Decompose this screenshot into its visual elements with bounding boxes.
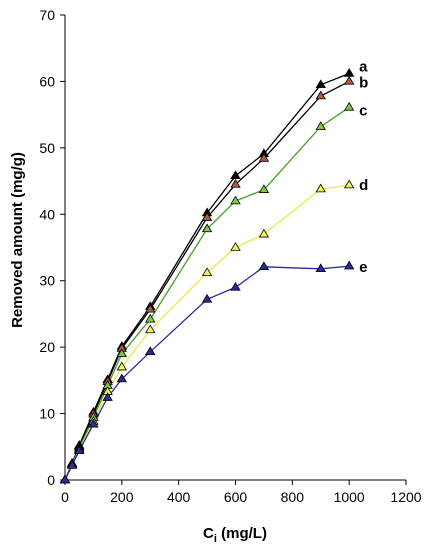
series-b-line	[64, 80, 350, 481]
series-e-point	[102, 392, 113, 401]
x-axis-title-main: C	[203, 525, 214, 542]
y-tick-label: 0	[47, 472, 55, 488]
series-a-label: a	[359, 58, 368, 75]
series-e-point	[230, 281, 241, 291]
x-axis-title: Ci (mg/L)	[203, 525, 267, 545]
series-e-point	[258, 261, 270, 271]
series-d-point	[116, 361, 128, 371]
series-b-point	[145, 303, 156, 313]
series-e-point	[116, 373, 128, 383]
x-tick-label: 400	[167, 489, 191, 505]
series-b-point	[201, 212, 213, 221]
series-a-line	[64, 72, 350, 481]
x-tick-label: 1000	[334, 489, 365, 505]
y-tick-label: 70	[39, 7, 55, 23]
series-a-point	[343, 68, 355, 77]
x-axis-title-unit: (mg/L)	[217, 525, 267, 542]
series-c-point	[343, 101, 355, 111]
series-e-point	[343, 260, 355, 270]
series-b-point	[315, 90, 326, 100]
x-tick-label: 1200	[390, 489, 421, 505]
series-a-point	[230, 170, 241, 180]
y-tick-label: 60	[39, 73, 55, 89]
series-e-label: e	[359, 259, 367, 276]
series-e-point	[315, 263, 326, 273]
series-e-point	[145, 346, 156, 356]
series-labels: abc d e	[359, 58, 368, 276]
y-tick-label: 10	[39, 406, 55, 422]
x-tick-label: 600	[224, 489, 248, 505]
series-c-point	[145, 313, 156, 323]
x-tick-label: 0	[61, 489, 69, 505]
series-markers	[59, 68, 355, 484]
series-d-label: d	[359, 177, 368, 194]
y-tick-label: 40	[39, 206, 55, 222]
series-c-point	[116, 348, 128, 358]
series-c-line	[64, 106, 350, 481]
series-e-point	[201, 293, 213, 303]
axes: 0 10 20 30 40 50 60 70 0 200 400 600 800 1000 1200	[39, 7, 421, 505]
series-b-label: b	[359, 74, 368, 91]
series-d-point	[258, 228, 270, 238]
series-b-point	[343, 76, 355, 85]
series-c-label: c	[359, 102, 367, 119]
series-d-point	[145, 324, 156, 334]
series-c-point	[201, 223, 213, 233]
series-e-point	[59, 474, 71, 484]
series-d-point	[230, 242, 241, 251]
series-e-point	[74, 445, 85, 455]
series-b-point	[258, 153, 270, 162]
y-tick-label: 30	[39, 273, 55, 289]
x-tick-label: 200	[110, 489, 134, 505]
series-e-point	[66, 459, 78, 469]
series-a-point	[315, 79, 326, 88]
x-tick-label: 800	[281, 489, 305, 505]
y-axis-title: Removed amount (mg/g)	[9, 152, 26, 328]
series-lines	[64, 72, 350, 481]
series-d-point	[343, 179, 355, 189]
series-c-point	[230, 195, 241, 205]
series-c-point	[258, 184, 270, 193]
series-c-point	[315, 121, 326, 130]
series-e-point	[88, 418, 99, 428]
series-d-point	[201, 267, 213, 276]
y-tick-label: 20	[39, 339, 55, 355]
series-d-point	[315, 183, 326, 193]
y-tick-label: 50	[39, 140, 55, 156]
series-b-point	[230, 178, 241, 188]
x-axis-title-subscript: i	[214, 533, 217, 545]
